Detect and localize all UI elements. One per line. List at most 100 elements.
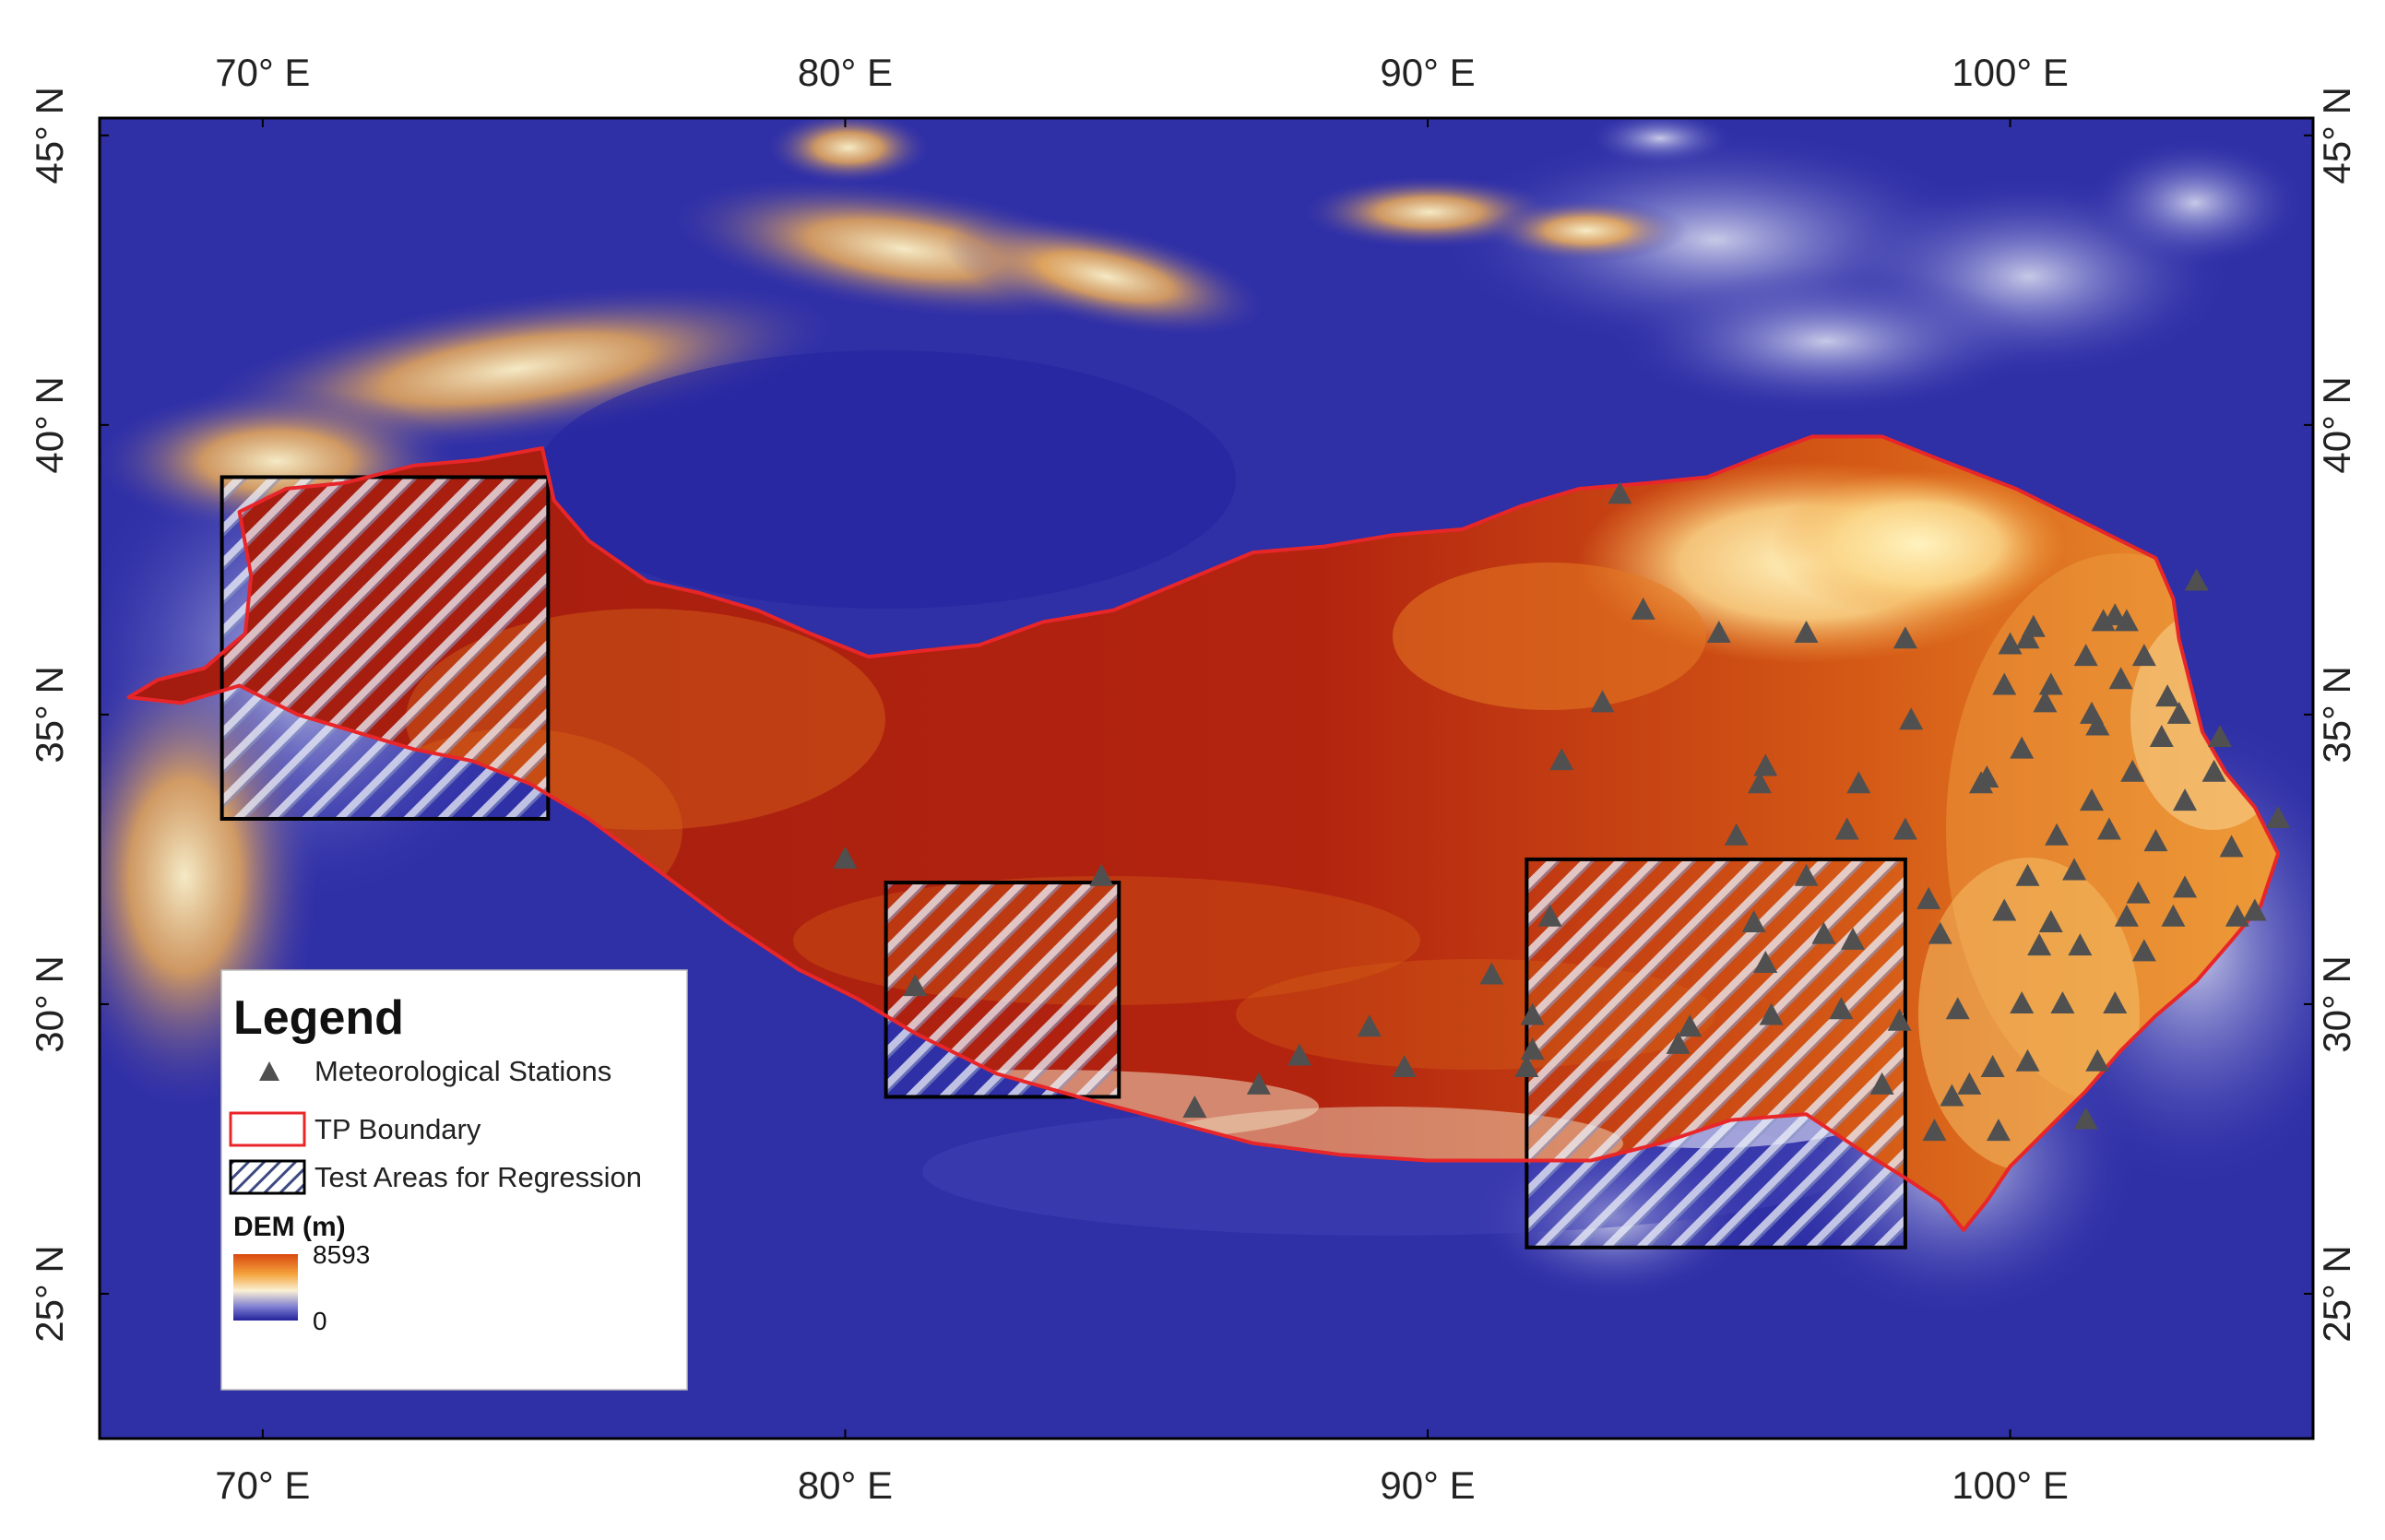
station-marker (2207, 725, 2232, 748)
station-marker (2050, 990, 2075, 1013)
station-marker (2184, 568, 2209, 591)
station-marker (1846, 771, 1871, 794)
station-marker (2126, 881, 2151, 904)
station-marker (2173, 875, 2198, 898)
station-marker (1753, 950, 1778, 973)
station-marker (2103, 990, 2128, 1013)
station-marker (2021, 614, 2046, 637)
station-marker (1945, 997, 1970, 1020)
station-marker (2038, 910, 2063, 933)
station-marker (2073, 1107, 2098, 1130)
station-marker (1631, 597, 1655, 620)
station-legend-icon (259, 1061, 279, 1081)
station-marker (1520, 1002, 1545, 1025)
y-tick-label-right: 35° N (2315, 666, 2358, 764)
station-marker (1916, 886, 1941, 909)
station-marker (2085, 713, 2110, 736)
station-marker (2143, 829, 2168, 852)
y-tick-label-right: 30° N (2315, 955, 2358, 1053)
station-marker (1590, 690, 1615, 713)
station-marker (1922, 1119, 1947, 1142)
station-marker (1666, 1031, 1691, 1054)
dem-colorbar (233, 1254, 298, 1321)
tp-boundary-line (126, 434, 2281, 1232)
station-marker (1794, 620, 1819, 643)
station-marker (1514, 1055, 1539, 1078)
x-tick-label-bottom: 80° E (798, 1463, 893, 1507)
station-marker (1975, 765, 1999, 788)
y-tick-label-right: 25° N (2315, 1245, 2358, 1343)
station-marker (1893, 626, 1917, 649)
station-marker (1992, 898, 2017, 921)
station-marker (2120, 759, 2145, 782)
station-marker (1759, 1002, 1784, 1025)
station-marker (1392, 1055, 1417, 1078)
y-tick-label-right: 40° N (2315, 376, 2358, 474)
legend-dem-max: 8593 (313, 1240, 370, 1269)
station-marker (2085, 1048, 2110, 1072)
station-marker (2033, 690, 2058, 713)
station-marker (1834, 817, 1859, 840)
station-marker (1992, 672, 2017, 695)
station-marker (833, 846, 858, 869)
station-marker (1608, 481, 1632, 504)
station-marker (2266, 805, 2291, 828)
station-marker (2096, 817, 2121, 840)
test-area-3 (1525, 857, 1907, 1250)
station-marker (1893, 817, 1917, 840)
station-marker (1748, 771, 1772, 794)
station-marker (2045, 823, 2070, 846)
station-marker (2010, 990, 2035, 1013)
station-marker (903, 974, 928, 997)
station-marker (2015, 626, 2040, 649)
station-marker (1829, 997, 1854, 1020)
test-area-1 (220, 475, 551, 821)
station-marker (1928, 921, 1952, 944)
station-marker (2173, 788, 2198, 811)
y-tick-label-left: 45° N (28, 87, 71, 184)
station-marker (2068, 933, 2093, 956)
station-marker (1182, 1096, 1207, 1118)
station-marker (1089, 863, 1114, 886)
station-marker (2015, 1048, 2040, 1072)
station-marker (2166, 701, 2191, 724)
station-marker (2131, 644, 2156, 667)
x-tick-label-bottom: 100° E (1952, 1463, 2069, 1507)
station-marker (1980, 1055, 2005, 1078)
station-marker (1753, 753, 1778, 776)
x-tick-label-bottom: 90° E (1380, 1463, 1475, 1507)
x-tick-label-bottom: 70° E (215, 1463, 310, 1507)
y-tick-label-left: 35° N (28, 666, 71, 764)
station-marker (1794, 863, 1819, 886)
station-marker (2010, 736, 2035, 759)
station-marker (1998, 632, 2023, 655)
plateau-surface (128, 436, 2279, 1230)
station-marker (2161, 904, 2186, 927)
legend-title: Legend (233, 991, 404, 1045)
station-marker (2131, 939, 2156, 962)
station-marker (2027, 933, 2052, 956)
station-marker (1724, 823, 1749, 846)
station-marker (1887, 1008, 1912, 1031)
station-marker (2038, 672, 2063, 695)
station-marker (1537, 904, 1562, 927)
station-marker (1986, 1119, 2011, 1142)
station-marker (2201, 759, 2226, 782)
boundary-legend-icon (229, 1111, 306, 1147)
station-marker (1899, 707, 1924, 730)
legend-test-areas-label: Test Areas for Regression (314, 1161, 642, 1193)
station-marker (2080, 788, 2104, 811)
station-marker (1811, 921, 1836, 944)
axis-labels: 70° E 70° E 80° E 80° E 90° E 90° E 100° E 100°… (28, 51, 2358, 1507)
station-marker (1841, 927, 1866, 950)
x-tick-label-top: 100° E (1952, 51, 2069, 94)
test-area-legend-icon (229, 1159, 306, 1195)
y-tick-label-left: 30° N (28, 955, 71, 1053)
test-areas-layer (220, 475, 1907, 1250)
legend-stations-label: Meteorological Stations (314, 1055, 611, 1087)
station-marker (2114, 609, 2139, 632)
station-marker (2108, 667, 2133, 690)
station-marker (1678, 1014, 1703, 1037)
station-marker (2114, 904, 2139, 927)
